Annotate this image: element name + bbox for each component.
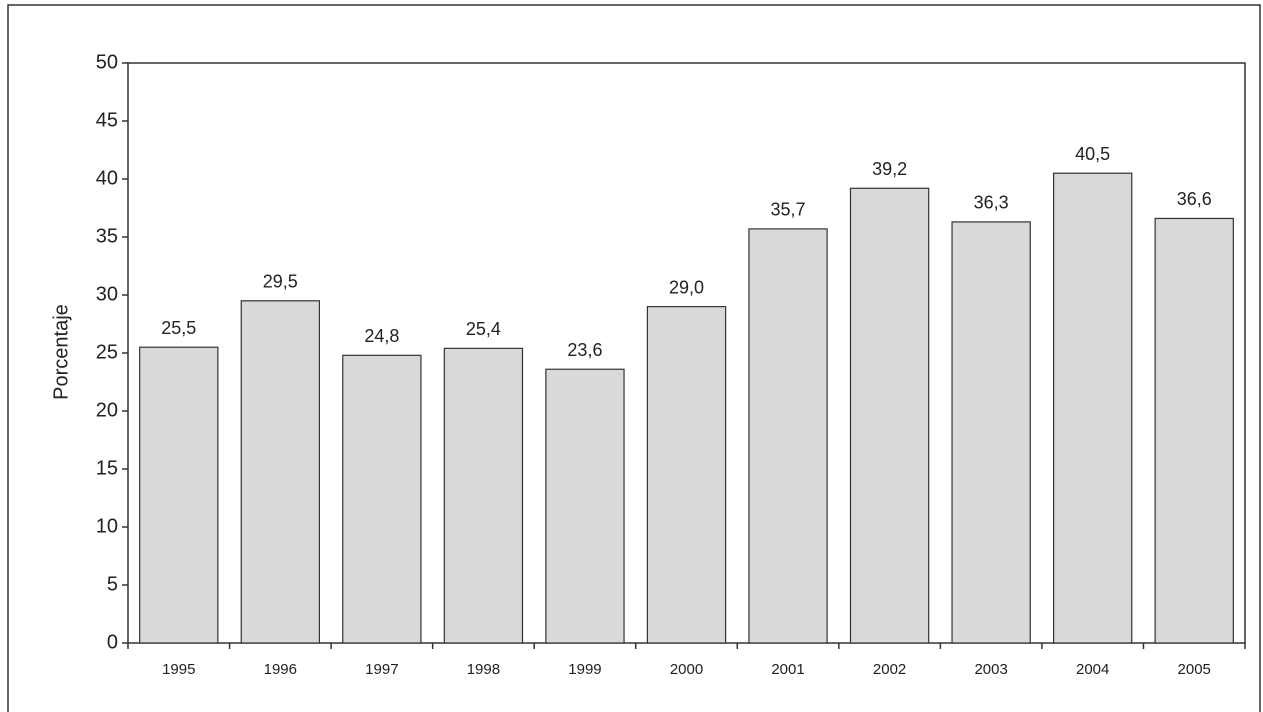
value-label: 39,2 (872, 159, 907, 179)
y-tick-label: 50 (96, 51, 118, 73)
y-tick-label: 30 (96, 283, 118, 305)
bar (443, 347, 524, 644)
chart-border (7, 4, 1261, 712)
y-tick-label: 40 (96, 167, 118, 189)
x-tick-label: 1999 (568, 661, 601, 678)
x-tick-label: 1998 (467, 661, 500, 678)
bar (849, 187, 930, 644)
bar (1052, 172, 1133, 644)
x-tick-label: 1995 (162, 661, 195, 678)
x-tick-label: 1996 (264, 661, 297, 678)
x-tick-label: 2001 (771, 661, 804, 678)
y-tick-label: 20 (96, 399, 118, 421)
y-tick-label: 5 (107, 573, 118, 595)
x-tick-label: 2004 (1076, 661, 1109, 678)
x-tick-label: 2003 (974, 661, 1007, 678)
bar (240, 300, 321, 644)
value-label: 35,7 (771, 200, 806, 220)
x-tick-label: 2005 (1178, 661, 1211, 678)
y-tick-label: 15 (96, 457, 118, 479)
y-tick-label: 45 (96, 109, 118, 131)
x-tick-label: 1997 (365, 661, 398, 678)
x-tick-label: 2000 (670, 661, 703, 678)
value-label: 36,6 (1177, 189, 1212, 209)
value-label: 23,6 (567, 340, 602, 360)
value-label: 25,5 (161, 318, 196, 338)
bar (342, 354, 422, 644)
bar (139, 346, 219, 644)
y-tick-label: 25 (96, 341, 118, 363)
bar (748, 228, 828, 644)
bar (545, 368, 625, 644)
y-tick-label: 10 (96, 515, 118, 537)
value-label: 29,0 (669, 277, 704, 297)
y-tick-label: 35 (96, 225, 118, 247)
bar (951, 221, 1031, 644)
value-label: 36,3 (974, 193, 1009, 213)
value-label: 40,5 (1075, 144, 1110, 164)
value-label: 25,4 (466, 319, 501, 339)
x-tick-label: 2002 (873, 661, 906, 678)
y-tick-label: 0 (107, 631, 118, 653)
value-label: 24,8 (364, 326, 399, 346)
y-axis-label: Porcentaje (50, 304, 72, 400)
bar (1154, 217, 1234, 644)
value-label: 29,5 (263, 272, 298, 292)
bar (646, 306, 727, 644)
